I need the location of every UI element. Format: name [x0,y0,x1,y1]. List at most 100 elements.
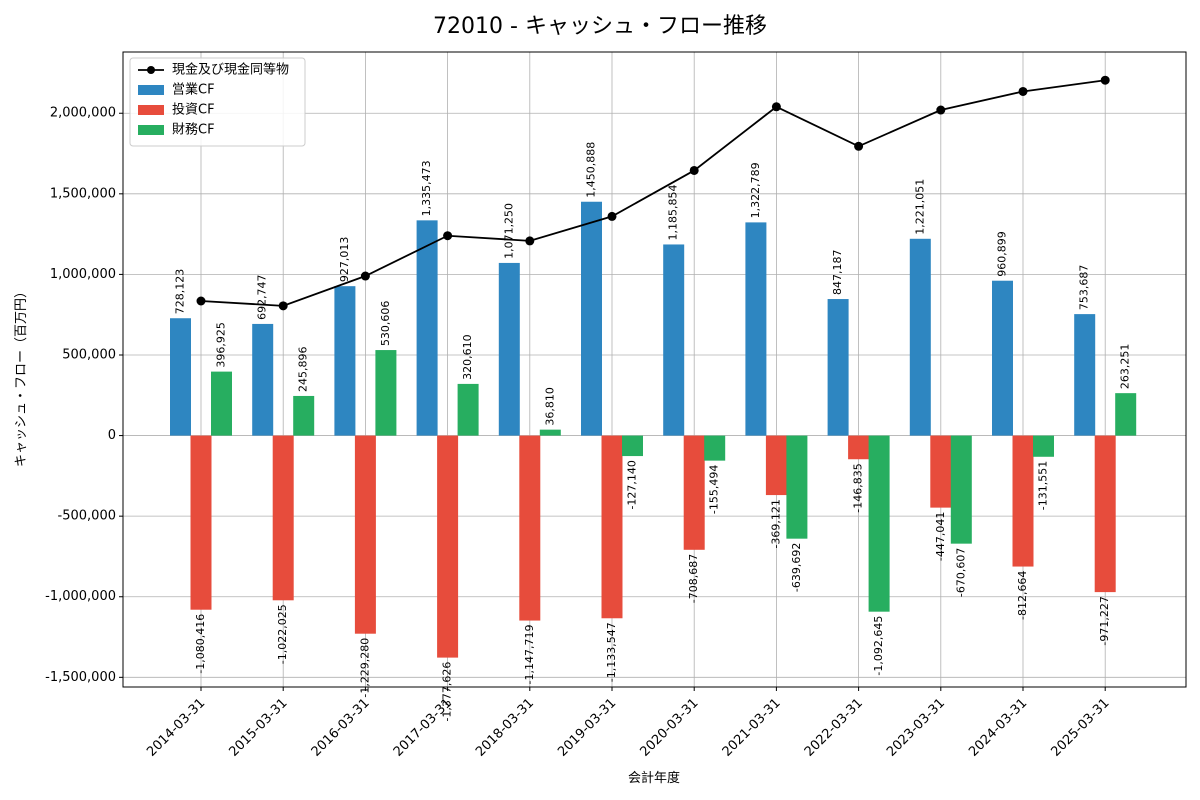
legend-label: 現金及び現金同等物 [172,62,289,78]
bar-value-label: 263,251 [1119,344,1132,390]
y-tick-label: 1,000,000 [50,267,116,282]
bar-value-label: -812,664 [1016,571,1029,620]
bar-investing-cf [354,435,376,634]
bar-value-label: -447,041 [934,512,947,561]
bar-value-label: -369,121 [769,499,782,548]
bar-investing-cf [1012,435,1034,567]
bar-value-label: -971,227 [1098,596,1111,645]
bar-value-label: 396,925 [215,322,228,368]
bar-operating-cf [170,318,191,436]
legend-label: 財務CF [172,123,215,138]
bar-value-label: 1,185,854 [667,184,680,240]
legend-box [129,57,306,147]
x-tick-label: 2024-03-31 [966,696,1030,760]
bar-value-label: 530,606 [379,301,392,347]
bar-investing-cf [1094,435,1116,593]
bar-operating-cf [334,286,356,436]
bar-value-label: -670,607 [954,548,967,597]
bar-financing-cf [704,435,726,461]
bar-investing-cf [601,435,623,619]
legend-marker-swatch [147,66,155,74]
bar-investing-cf [190,435,212,610]
cash-equivalents-point [689,165,699,175]
cash-equivalents-point [1018,86,1028,96]
cash-equivalents-point [196,296,206,306]
y-tick-label: -500,000 [58,509,116,524]
bar-value-label: -1,080,416 [194,614,207,674]
bar-value-label: 927,013 [338,237,351,283]
cash-equivalents-point [443,231,453,241]
bar-value-label: -1,022,025 [276,604,289,664]
cash-equivalents-line [200,79,1106,307]
y-tick-label: 2,000,000 [50,106,116,121]
bar-operating-cf [909,238,931,436]
bar-value-label: 1,071,250 [502,203,515,259]
cash-equivalents-point [607,211,617,221]
x-tick-label: 2021-03-31 [720,696,784,760]
bar-operating-cf [663,244,685,436]
bar-operating-cf [745,222,767,436]
bar-operating-cf [498,262,520,436]
cash-equivalents-point [525,236,535,246]
y-tick-label: 500,000 [62,347,116,362]
bar-investing-cf [765,435,787,496]
bar-financing-cf [868,435,890,612]
cash-equivalents-point [1100,75,1110,85]
x-tick-label: 2018-03-31 [473,696,537,760]
bar-value-label: -1,133,547 [605,622,618,682]
y-axis-label: キャッシュ・フロー（百万円） [14,285,29,467]
cash-equivalents-point [854,141,864,151]
legend-label: 営業CF [172,82,215,98]
bar-value-label: -708,687 [687,554,700,603]
bar-investing-cf [519,435,541,621]
bar-value-label: 1,322,789 [749,162,762,218]
plot-frame [122,51,1187,688]
bar-operating-cf [252,323,274,436]
bar-financing-cf [1033,435,1054,457]
bar-value-label: 1,450,888 [585,142,598,198]
y-tick-label: -1,000,000 [45,589,116,604]
bar-operating-cf [827,299,849,436]
y-tick-label: 1,500,000 [50,186,116,201]
bar-financing-cf [375,350,397,436]
bar-value-label: -146,835 [852,463,865,512]
bar-financing-cf [786,435,808,539]
x-tick-label: 2016-03-31 [309,696,373,760]
x-tick-label: 2017-03-31 [391,696,455,760]
legend-bar-swatch [138,125,164,135]
bar-investing-cf [930,435,952,508]
legend-bar-swatch [138,105,164,115]
bar-financing-cf [950,435,972,544]
x-tick-label: 2023-03-31 [884,696,948,760]
x-tick-label: 2025-03-31 [1048,696,1112,760]
bar-value-label: -155,494 [708,465,721,514]
bar-operating-cf [581,201,602,436]
bar-operating-cf [416,220,438,436]
chart-title: 72010 - キャッシュ・フロー推移 [433,14,767,39]
y-tick-label: -1,500,000 [45,670,116,685]
x-tick-label: 2014-03-31 [144,696,208,760]
bar-operating-cf [1074,314,1096,436]
x-axis-label: 会計年度 [628,770,680,786]
x-tick-label: 2015-03-31 [226,696,290,760]
bar-financing-cf [539,429,561,436]
x-tick-label: 2019-03-31 [555,696,619,760]
bar-value-label: 960,899 [996,231,1009,277]
cash-equivalents-point [278,301,288,311]
bar-value-label: 692,747 [256,274,269,320]
bar-investing-cf [683,435,705,550]
bar-value-label: 847,187 [831,250,844,296]
bar-value-label: -127,140 [626,460,639,509]
bar-value-label: 1,335,473 [420,160,433,216]
bar-value-label: 320,610 [461,334,474,380]
legend-bar-swatch [138,85,164,95]
bar-financing-cf [622,435,643,457]
bar-value-label: 728,123 [174,269,187,315]
bar-financing-cf [1115,393,1137,436]
bar-investing-cf [437,435,459,658]
bar-value-label: -131,551 [1037,461,1050,510]
y-tick-label: 0 [108,428,116,443]
bar-value-label: 1,221,051 [913,179,926,235]
cash-equivalents-point [360,271,370,281]
